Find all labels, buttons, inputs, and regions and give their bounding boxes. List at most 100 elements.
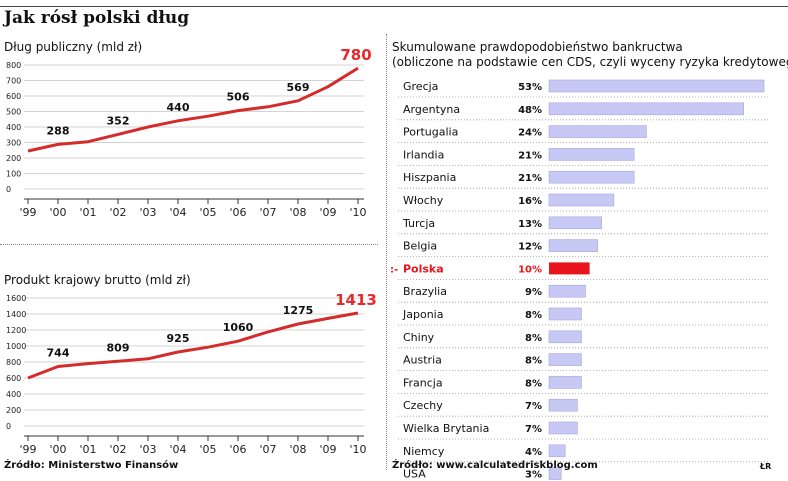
gdp-ytick-label: 800: [6, 358, 21, 367]
gdp-ytick-label: 1600: [6, 294, 26, 303]
debt-ytick-label: 100: [6, 170, 21, 179]
debt-data-label: 440: [167, 101, 190, 114]
cds-category-label: Argentyna: [403, 103, 460, 116]
gdp-chart-title: Produkt krajowy brutto (mld zł): [4, 273, 191, 287]
page-title: Jak rósł polski dług: [4, 8, 190, 28]
cds-category-label: Turcja: [402, 217, 435, 230]
cds-highlight-marker: :-: [390, 264, 398, 275]
debt-xtick-label: '09: [319, 206, 336, 219]
gdp-ytick-label: 600: [6, 374, 21, 383]
debt-xtick-label: '05: [199, 206, 216, 219]
source-right: Źródło: www.calculatedriskblog.com: [392, 460, 598, 471]
cds-category-label: Japonia: [402, 308, 443, 321]
cds-category-label: Portugalia: [403, 126, 458, 139]
gdp-data-label: 744: [47, 346, 70, 359]
gdp-data-label: 809: [107, 341, 130, 354]
gdp-xtick-label: '05: [199, 443, 216, 456]
cds-value-label: 3%: [525, 470, 542, 481]
debt-ytick-label: 800: [6, 61, 21, 70]
gdp-xtick-label: '01: [79, 443, 96, 456]
cds-bar: [548, 307, 582, 321]
cds-value-label: 24%: [518, 128, 542, 139]
cds-value-label: 8%: [525, 356, 542, 367]
cds-category-label: Belgia: [403, 240, 437, 253]
cds-value-label: 16%: [518, 196, 542, 207]
cds-value-label: 8%: [525, 333, 542, 344]
gdp-xtick-label: '03: [139, 443, 156, 456]
cds-value-label: 8%: [525, 310, 542, 321]
cds-bar: [548, 398, 578, 412]
gdp-xtick-label: '02: [109, 443, 126, 456]
debt-xtick-label: '06: [229, 206, 246, 219]
gdp-xtick-label: '04: [169, 443, 186, 456]
debt-xtick-label: '02: [109, 206, 126, 219]
cds-value-label: 21%: [518, 150, 542, 161]
cds-value-label: 4%: [525, 447, 542, 458]
cds-category-label: Włochy: [403, 194, 444, 207]
debt-ytick-label: 0: [6, 185, 11, 194]
cds-bar: [548, 376, 582, 389]
author-initials: ŁR: [760, 462, 772, 471]
panel-divider-horizontal: [0, 244, 378, 245]
debt-ytick-label: 300: [6, 139, 21, 148]
cds-chart-title: Skumulowane prawdopodobieństwo bankructw…: [392, 40, 683, 54]
gdp-data-label: 1060: [223, 321, 254, 334]
source-left: Źródło: Ministerstwo Finansów: [4, 460, 179, 471]
debt-ytick-label: 400: [6, 123, 21, 132]
gdp-data-label: 925: [167, 332, 190, 345]
debt-xtick-label: '01: [79, 206, 96, 219]
cds-value-label: 13%: [518, 219, 542, 230]
cds-category-label: Niemcy: [403, 445, 445, 458]
cds-bar: [548, 353, 582, 366]
gdp-ytick-label: 200: [6, 406, 21, 415]
cds-bar: [548, 102, 744, 116]
cds-category-label: USA: [403, 468, 426, 481]
debt-ytick-label: 200: [6, 154, 21, 163]
cds-bar: [548, 148, 635, 161]
cds-bar: [548, 421, 578, 435]
debt-data-label: 352: [107, 114, 130, 127]
cds-value-label: 7%: [525, 401, 542, 412]
gdp-ytick-label: 400: [6, 390, 21, 399]
cds-category-label: Austria: [403, 354, 442, 367]
cds-value-label: 10%: [518, 264, 542, 275]
debt-xtick-label: '08: [289, 206, 306, 219]
gdp-xtick-label: '00: [49, 443, 66, 456]
debt-data-label: 506: [227, 91, 250, 104]
gdp-data-label: 1413: [335, 291, 377, 309]
cds-category-label: Chiny: [403, 331, 435, 344]
debt-chart-title: Dług publiczny (mld zł): [4, 40, 143, 54]
debt-xtick-label: '07: [259, 206, 276, 219]
gdp-xtick-label: '07: [259, 443, 276, 456]
cds-value-label: 48%: [518, 105, 542, 116]
cds-category-label: Wielka Brytania: [403, 422, 489, 435]
cds-chart-subtitle: (obliczone na podstawie cen CDS, czyli w…: [392, 55, 788, 69]
cds-category-label: Irlandia: [403, 148, 444, 161]
cds-category-label: Grecja: [403, 80, 438, 93]
cds-bar: [548, 330, 582, 344]
gdp-series-line: [27, 311, 359, 380]
gdp-xtick-label: '06: [229, 443, 246, 456]
gdp-ytick-label: 1000: [6, 342, 26, 351]
gdp-xtick-label: '08: [289, 443, 306, 456]
cds-bar: [548, 467, 562, 480]
debt-ytick-label: 600: [6, 92, 21, 101]
debt-xtick-label: '99: [19, 206, 36, 219]
cds-bar: [548, 216, 603, 230]
debt-xtick-label: '03: [139, 206, 156, 219]
debt-data-label: 288: [47, 124, 70, 137]
cds-value-label: 21%: [518, 173, 542, 184]
debt-xtick-label: '00: [49, 206, 66, 219]
cds-bar: [548, 444, 566, 458]
debt-ytick-label: 700: [6, 77, 21, 86]
gdp-ytick-label: 1200: [6, 326, 26, 335]
gdp-ytick-label: 0: [6, 422, 11, 431]
panel-divider-vertical: [386, 34, 387, 470]
debt-xtick-label: '04: [169, 206, 186, 219]
cds-bar: [548, 284, 586, 298]
cds-bar: [548, 239, 599, 252]
debt-data-label: 780: [340, 46, 371, 64]
header-rule: [0, 6, 788, 7]
